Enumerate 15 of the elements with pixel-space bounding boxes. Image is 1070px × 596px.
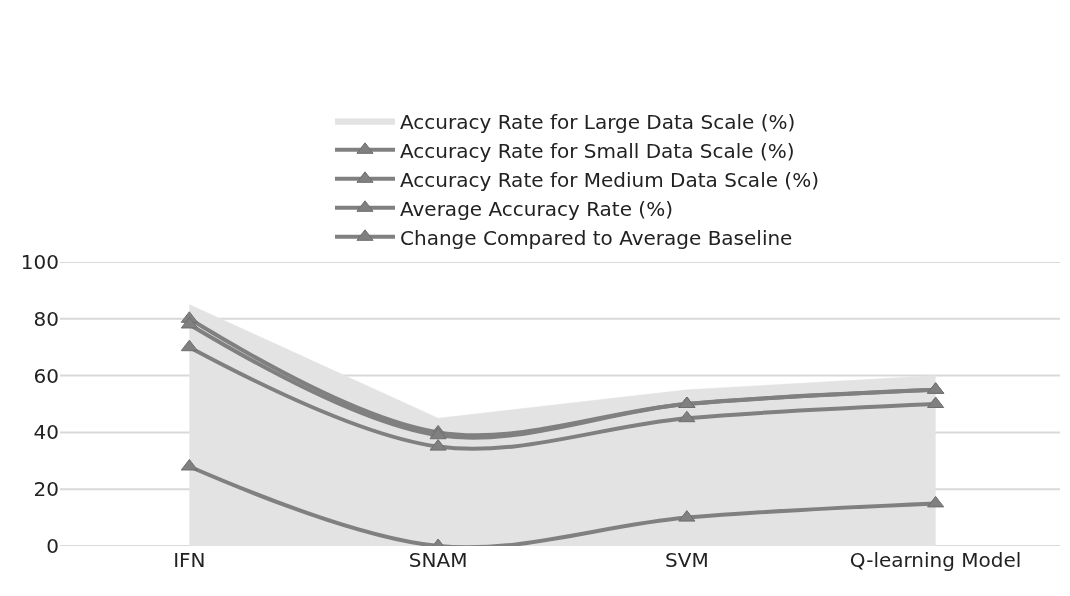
- legend-label: Accuracy Rate for Medium Data Scale (%): [400, 167, 819, 192]
- y-tick-label: 80: [33, 306, 59, 331]
- y-tick-label: 0: [46, 534, 59, 558]
- x-tick-label: SVM: [665, 548, 709, 572]
- y-tick-label: 40: [33, 420, 59, 445]
- x-tick-label: SNAM: [408, 548, 468, 572]
- legend-label: Change Compared to Average Baseline: [400, 225, 793, 250]
- legend-label: Average Accuracy Rate (%): [400, 196, 673, 221]
- y-tick-label: 100: [20, 250, 59, 274]
- legend-label: Accuracy Rate for Small Data Scale (%): [400, 138, 795, 163]
- legend-label: Accuracy Rate for Large Data Scale (%): [400, 109, 796, 134]
- y-tick-label: 60: [33, 363, 59, 388]
- x-tick-label: IFN: [173, 548, 206, 572]
- x-tick-label: Q-learning Model: [849, 548, 1022, 572]
- y-tick-label: 20: [33, 477, 59, 502]
